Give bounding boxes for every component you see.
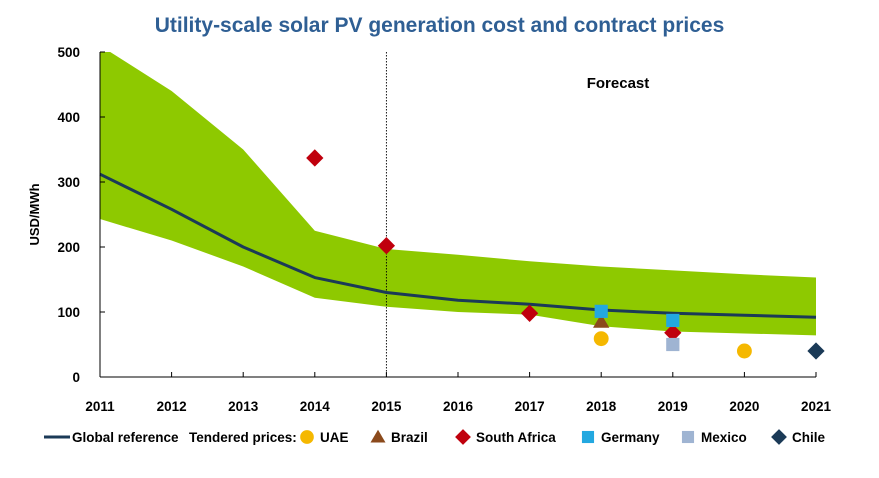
legend-swatch-chile — [771, 429, 787, 445]
y-tick-label: 300 — [57, 175, 80, 190]
x-tick-label: 2015 — [371, 399, 402, 414]
point-south-africa-2014 — [306, 149, 324, 167]
point-south-africa-2019 — [664, 324, 682, 342]
forecast-layer: Forecast — [385, 52, 650, 377]
legend-tendered-prices-label: Tendered prices: — [189, 430, 297, 445]
legend-label-chile: Chile — [792, 430, 825, 445]
x-tick-label: 2011 — [85, 399, 115, 414]
x-tick-label: 2020 — [729, 399, 759, 414]
y-tick-label: 100 — [57, 305, 80, 320]
x-tick-label: 2017 — [515, 399, 545, 414]
x-tick-label: 2014 — [300, 399, 331, 414]
legend-swatch-brazil — [370, 429, 386, 443]
forecast-annotation: Forecast — [587, 75, 650, 92]
legend-label-brazil: Brazil — [391, 430, 428, 445]
y-tick-label: 400 — [57, 110, 80, 125]
legend-swatch-germany — [581, 430, 595, 444]
marker-layer — [306, 149, 825, 360]
legend-swatch-uae — [300, 430, 314, 444]
legend-label-global-reference: Global reference — [72, 430, 179, 445]
range-band — [100, 52, 816, 336]
series-line-global-reference — [99, 172, 817, 319]
y-tick-label: 200 — [57, 240, 80, 255]
axis-layer: 0 100 200 300 400 500 2011 2012 2013 2014 2015 2016… — [27, 45, 832, 414]
line-layer — [99, 172, 817, 319]
legend-label-mexico: Mexico — [701, 430, 747, 445]
point-brazil-2018 — [593, 313, 610, 328]
x-tick-label: 2012 — [157, 399, 187, 414]
y-tick-label: 0 — [72, 370, 80, 385]
x-tick-label: 2021 — [801, 399, 832, 414]
x-tick-label: 2013 — [228, 399, 259, 414]
legend-swatch-south-africa — [455, 429, 471, 445]
point-mexico-2019 — [666, 337, 680, 352]
chart-title: Utility-scale solar PV generation cost a… — [154, 14, 725, 37]
y-axis-title: USD/MWh — [27, 183, 42, 245]
x-tick-label: 2018 — [586, 399, 617, 414]
legend-label-south-africa: South Africa — [476, 430, 556, 445]
point-chile-2021 — [807, 342, 825, 360]
point-germany-2018 — [594, 304, 608, 318]
x-tick-label: 2019 — [658, 399, 688, 414]
legend-swatch-mexico — [681, 430, 695, 444]
point-south-africa-2015 — [377, 237, 396, 255]
legend-label-germany: Germany — [601, 430, 660, 445]
legend-label-uae: UAE — [320, 430, 349, 445]
range-band-layer — [100, 52, 816, 336]
point-uae-2018 — [593, 331, 609, 347]
point-uae-2020 — [736, 343, 752, 359]
legend: Global reference Tendered prices: UAE Brazi… — [44, 429, 825, 445]
y-tick-label: 500 — [57, 45, 80, 60]
x-tick-label: 2016 — [443, 399, 474, 414]
point-south-africa-2017 — [520, 304, 539, 322]
point-germany-2019 — [666, 313, 680, 328]
